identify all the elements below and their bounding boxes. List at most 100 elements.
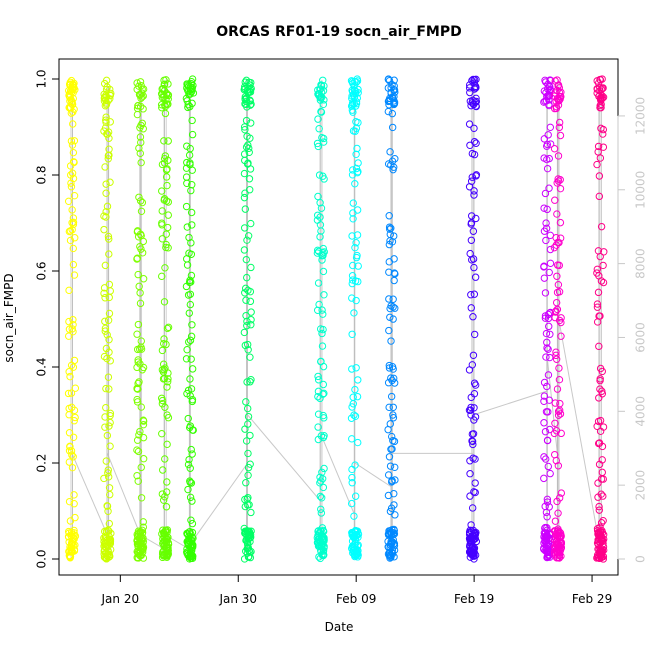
data-point xyxy=(70,491,78,499)
data-point xyxy=(247,316,255,324)
data-point xyxy=(351,385,359,394)
y-tick-label: 0.6 xyxy=(35,261,49,280)
data-point xyxy=(470,75,479,84)
data-point xyxy=(163,223,172,232)
data-point xyxy=(597,519,606,527)
data-point xyxy=(313,306,322,314)
data-point xyxy=(595,394,603,402)
data-point xyxy=(600,248,608,256)
data-point xyxy=(553,86,561,95)
secondary-tick-label: 8000 xyxy=(634,248,648,279)
data-point xyxy=(102,113,110,121)
data-point xyxy=(465,183,474,191)
data-point xyxy=(245,144,253,153)
x-tick-label: Feb 29 xyxy=(572,592,612,606)
data-point xyxy=(349,532,357,541)
x-tick-label: Jan 30 xyxy=(218,592,257,606)
data-point xyxy=(313,246,322,255)
data-point xyxy=(67,389,76,397)
data-point xyxy=(554,411,563,419)
data-point xyxy=(468,504,477,512)
data-point xyxy=(467,291,475,299)
data-point xyxy=(160,365,168,374)
data-point xyxy=(139,420,148,429)
data-point xyxy=(318,342,327,350)
data-point xyxy=(390,269,399,277)
data-point xyxy=(468,173,476,181)
data-point xyxy=(184,540,192,549)
data-point xyxy=(546,245,555,254)
data-point xyxy=(596,375,604,383)
data-point xyxy=(466,141,474,150)
data-point xyxy=(69,327,77,336)
data-point xyxy=(351,180,359,188)
data-point xyxy=(244,412,253,421)
data-point xyxy=(349,400,358,408)
data-point xyxy=(247,119,255,127)
data-point xyxy=(69,218,78,227)
data-point xyxy=(100,546,109,555)
data-point xyxy=(540,154,548,162)
data-point xyxy=(593,539,602,547)
data-point xyxy=(386,420,394,428)
data-point xyxy=(350,309,358,317)
data-point xyxy=(187,445,195,454)
data-point xyxy=(386,462,395,470)
series-RF03 xyxy=(133,78,148,562)
data-point xyxy=(555,533,563,542)
data-point xyxy=(317,432,326,440)
data-point xyxy=(158,272,166,281)
data-point xyxy=(71,234,79,242)
data-point xyxy=(468,543,476,552)
connecting-line xyxy=(472,390,548,416)
data-point xyxy=(70,547,79,555)
data-point xyxy=(182,202,191,211)
data-point xyxy=(105,280,114,289)
data-point xyxy=(65,368,73,376)
data-point xyxy=(137,207,146,216)
data-point xyxy=(70,356,79,365)
data-point xyxy=(136,124,144,132)
connecting-line xyxy=(557,314,601,550)
data-point xyxy=(353,206,362,214)
data-point xyxy=(164,375,172,383)
data-point xyxy=(540,397,548,405)
data-point xyxy=(470,552,478,560)
data-point xyxy=(472,94,480,103)
data-point xyxy=(318,494,326,502)
data-point xyxy=(160,298,169,306)
data-point xyxy=(101,423,109,431)
data-point xyxy=(158,187,166,195)
data-point xyxy=(187,239,195,247)
data-point xyxy=(158,530,166,538)
data-point xyxy=(351,277,360,285)
data-point xyxy=(552,540,561,548)
data-point xyxy=(240,193,249,202)
data-point xyxy=(556,399,564,408)
data-point xyxy=(186,493,195,502)
data-point xyxy=(106,178,114,186)
data-point xyxy=(598,456,606,464)
data-point xyxy=(163,551,172,560)
data-point xyxy=(139,275,148,283)
series-RF10 xyxy=(465,75,481,563)
data-point xyxy=(348,528,357,537)
data-point xyxy=(352,164,361,173)
data-point xyxy=(158,346,167,355)
data-point xyxy=(348,365,356,373)
connecting-lines xyxy=(70,79,602,559)
data-point xyxy=(353,545,361,554)
data-point xyxy=(468,149,477,158)
data-point xyxy=(246,431,254,440)
data-point xyxy=(161,528,170,536)
data-point xyxy=(391,155,399,163)
data-point xyxy=(106,409,115,418)
data-point xyxy=(349,261,357,270)
data-point xyxy=(596,385,604,393)
data-point xyxy=(384,491,393,500)
data-point xyxy=(472,214,480,223)
data-point xyxy=(470,137,479,146)
data-point xyxy=(542,219,550,227)
data-point xyxy=(100,289,108,298)
data-point xyxy=(161,152,170,160)
